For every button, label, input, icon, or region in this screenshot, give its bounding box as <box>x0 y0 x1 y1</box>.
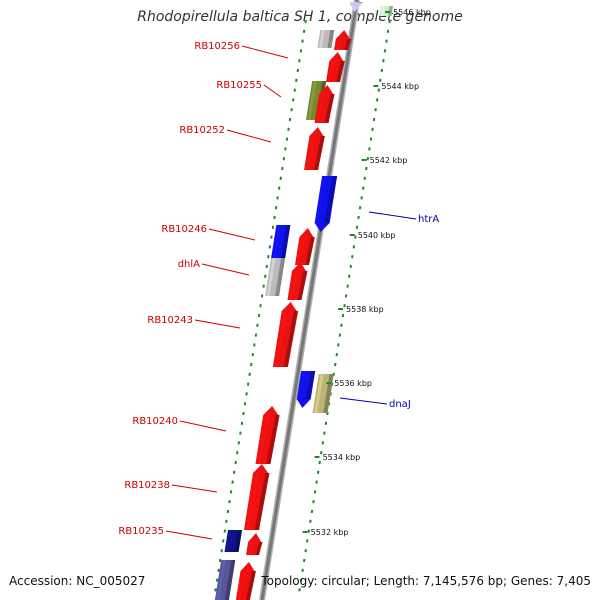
genome-backbone <box>259 0 360 600</box>
label-connector <box>194 319 241 329</box>
red-gene <box>255 406 280 464</box>
red-gene <box>304 127 325 170</box>
scale-tick-label: 5532 kbp <box>311 528 349 537</box>
blue-gene <box>296 371 316 408</box>
blue-gene <box>271 225 291 258</box>
gene-label-text: RB10255 <box>216 80 262 91</box>
red-gene <box>287 262 308 300</box>
scale-tick-label: 5542 kbp <box>370 156 408 165</box>
red-gene <box>272 302 299 367</box>
scale-ticks: 5546 kbp 5544 kbp 5542 kbp 5540 kbp 5538 kbp… <box>302 8 431 537</box>
gene-label-text: dnaJ <box>389 399 411 410</box>
pale-blue-gene <box>349 2 363 12</box>
label-connector <box>226 129 272 143</box>
label-connector <box>368 211 417 220</box>
gray-gene <box>317 30 335 48</box>
summary-text: Topology: circular; Length: 7,145,576 bp… <box>261 574 591 588</box>
accession-text: Accession: NC_005027 <box>9 574 146 588</box>
label-connector <box>171 484 218 493</box>
scale-tick-label: 5536 kbp <box>334 379 372 388</box>
label-connector <box>179 420 227 432</box>
gene-label-left: RB10255 <box>216 80 282 98</box>
gene-label-left: RB10240 <box>132 416 227 432</box>
left-labels: RB10256 RB10255 RB10252 RB10246 dhlA RB10243 R… <box>118 41 289 540</box>
gene-label-text: RB10235 <box>118 526 164 537</box>
gene-label-text: RB10252 <box>179 125 225 136</box>
gene-label-text: RB10256 <box>194 41 240 52</box>
right-labels: htrA dnaJ <box>339 211 439 410</box>
red-gene <box>246 533 263 555</box>
gene-label-text: htrA <box>418 214 439 225</box>
gene-label-text: dhlA <box>178 259 200 270</box>
gene-label-left: RB10243 <box>147 315 241 329</box>
red-gene <box>314 85 335 123</box>
gene-label-text: RB10246 <box>161 224 207 235</box>
label-connector <box>339 397 388 405</box>
red-gene <box>334 30 352 50</box>
gray-gene <box>265 258 286 296</box>
label-connector <box>263 84 282 98</box>
gene-label-right: htrA <box>368 211 439 225</box>
scale-tick-label: 5544 kbp <box>381 82 419 91</box>
khaki-gene <box>312 374 334 413</box>
scale-tick-label: 5540 kbp <box>358 231 396 240</box>
scale-tick-label: 5538 kbp <box>346 305 384 314</box>
dotted-track-left <box>214 19 307 592</box>
slate-gene <box>214 560 236 600</box>
label-connector <box>208 228 256 241</box>
gene-label-left: RB10238 <box>124 480 218 493</box>
blue-gene <box>314 176 338 232</box>
gene-label-left: RB10246 <box>161 224 256 241</box>
gene-track <box>214 2 394 600</box>
red-gene <box>294 228 315 265</box>
gene-label-left: dhlA <box>178 259 250 276</box>
gene-label-left: RB10252 <box>179 125 272 143</box>
scale-tick-label: 5534 kbp <box>323 453 361 462</box>
label-connector <box>165 530 213 540</box>
scale-tick-label: 5546 kbp <box>393 8 431 17</box>
red-gene <box>326 52 345 82</box>
gene-label-left: RB10256 <box>194 41 289 59</box>
gene-label-text: RB10243 <box>147 315 193 326</box>
dotted-track-right <box>298 19 391 592</box>
gene-label-text: RB10238 <box>124 480 170 491</box>
label-connector <box>241 45 289 59</box>
red-gene <box>235 562 256 600</box>
gene-label-left: RB10235 <box>118 526 213 540</box>
label-connector <box>201 263 250 276</box>
navy-gene <box>224 530 242 552</box>
gene-label-text: RB10240 <box>132 416 178 427</box>
red-gene <box>243 464 270 530</box>
gene-label-right: dnaJ <box>339 397 411 410</box>
